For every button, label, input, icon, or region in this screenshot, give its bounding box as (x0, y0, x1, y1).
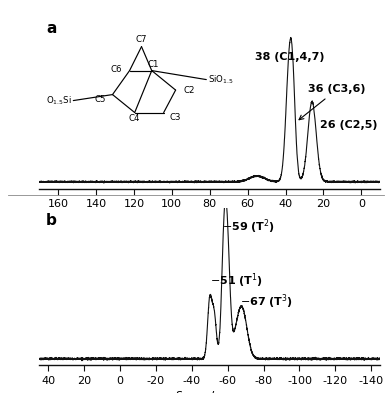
Text: $-$59 (T$^2$): $-$59 (T$^2$) (222, 218, 275, 236)
Text: 26 (C2,5): 26 (C2,5) (319, 119, 377, 130)
X-axis label: $\delta$ $_{29Si}$ / ppm: $\delta$ $_{29Si}$ / ppm (174, 389, 246, 393)
Text: a: a (46, 21, 56, 36)
Text: 38 (C1,4,7): 38 (C1,4,7) (254, 51, 324, 62)
Text: 36 (C3,6): 36 (C3,6) (299, 84, 366, 120)
Text: $-$67 (T$^3$): $-$67 (T$^3$) (240, 292, 293, 311)
Text: b: b (46, 213, 57, 228)
Text: $-$51 (T$^1$): $-$51 (T$^1$) (210, 271, 263, 290)
X-axis label: $\delta$ $_{13C}$ / ppm: $\delta$ $_{13C}$ / ppm (174, 212, 245, 228)
